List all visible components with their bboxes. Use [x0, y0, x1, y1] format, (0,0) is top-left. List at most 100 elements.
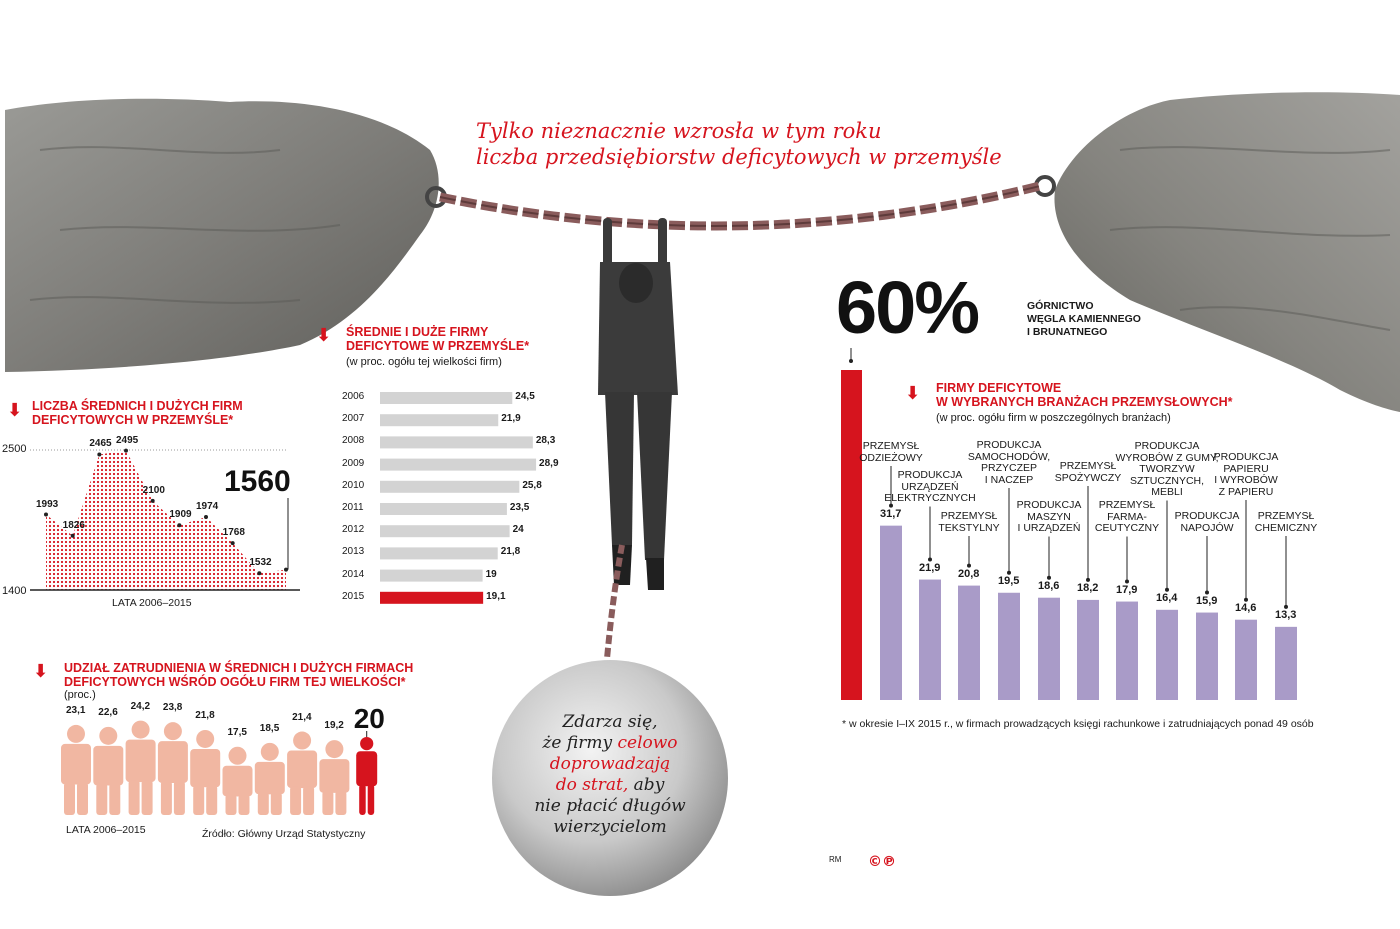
ind-category-7-line2: FARMA- [1107, 510, 1147, 523]
ind-category-5-line1: PRODUKCJA [1016, 499, 1082, 511]
area-chart-title-line2: DEFICYTOWYCH W PRZEMYŚLE* [32, 413, 234, 427]
people-figure-5 [190, 729, 221, 815]
ind-category-8-line4: SZTUCZNYCH, [1129, 474, 1205, 487]
ind-category-5: PRODUKCJA MASZYN I URZĄDZEŃ [989, 499, 1109, 535]
ball-quote-line2-red: celowo [617, 733, 678, 753]
ind-bar-10 [1235, 619, 1257, 700]
area-chart-ytick-top: 2500 [2, 443, 27, 455]
hbar-2008 [380, 436, 533, 449]
ind-category-1-line2: ODZIEŻOWY [859, 451, 923, 464]
people-figure-4 [157, 722, 188, 815]
mining-caption-line2: WĘGLA KAMIENNEGO [1027, 313, 1141, 325]
mining-caption-line1: GÓRNICTWO [1027, 300, 1094, 312]
ind-bar-11 [1275, 626, 1297, 700]
hbar-2013 [380, 547, 498, 560]
hbar-value-2006: 24,5 [515, 391, 535, 402]
hbar-value-2011: 23,5 [509, 502, 530, 513]
ind-category-8-line2: WYROBÓW Z GUMY, [1115, 451, 1219, 464]
ind-bar-2 [919, 579, 941, 700]
ind-bar-5 [1038, 597, 1060, 700]
ball-quote-line1: Zdarza się, [562, 712, 658, 732]
hbar-2015 [380, 591, 484, 604]
ball-quote: Zdarza się, że firmy celowo doprowadzają… [500, 712, 720, 838]
logo: ©℗ [868, 854, 896, 870]
ind-value-3: 20,8 [958, 567, 980, 580]
ind-category-3-line1: PRZEMYSŁ [940, 510, 998, 522]
area-value-label-2008: 2465 [89, 438, 112, 450]
ind-category-9: PRODUKCJA NAPOJÓW [1147, 510, 1267, 534]
ind-category-4-line1: PRODUKCJA [976, 439, 1042, 451]
hbar-category-2006: 2006 [342, 391, 365, 402]
source-note: Źródło: Główny Urząd Statystyczny [202, 828, 366, 840]
ind-bar-1 [880, 525, 902, 700]
people-value-9: 19,2 [324, 720, 344, 732]
ind-category-11: PRZEMYSŁ CHEMICZNY [1226, 510, 1346, 534]
people-chart-title-line2: DEFICYTOWYCH WŚRÓD OGÓŁU FIRM TEJ WIELKO… [64, 675, 406, 689]
people-value-6: 17,5 [227, 726, 247, 738]
area-value-label-2009: 2495 [116, 434, 139, 446]
hbar-2009 [380, 458, 537, 471]
ind-category-8-line3: TWORZYW [1139, 463, 1195, 475]
area-fill [46, 450, 286, 590]
hbar-category-2013: 2013 [342, 546, 365, 558]
ind-value-10: 14,6 [1235, 601, 1257, 614]
ind-chart-title-line2: W WYBRANYCH BRANŻACH PRZEMYSŁOWYCH* [936, 395, 1233, 409]
ind-category-5-line3: I URZĄDZEŃ [1017, 522, 1081, 534]
ind-category-1-line1: PRZEMYSŁ [862, 440, 920, 452]
ind-value-6: 18,2 [1077, 581, 1099, 594]
ind-category-2-line1: PRODUKCJA [897, 469, 963, 481]
hbar-2012 [380, 525, 510, 538]
ind-value-11: 13,3 [1275, 608, 1297, 621]
ball-quote-line3: doprowadzają [549, 754, 671, 774]
area-point-2010 [150, 498, 155, 503]
ind-category-6: PRZEMYSŁ SPOŻYWCZY [1028, 460, 1148, 484]
hbar-category-2007: 2007 [342, 413, 365, 425]
people-chart-subtitle: (proc.) [64, 689, 96, 701]
area-value-label-2014: 1532 [249, 557, 272, 569]
ind-category-8-line5: MEBLI [1151, 486, 1183, 498]
ind-value-8: 16,4 [1156, 591, 1178, 604]
ind-value-7: 17,9 [1116, 583, 1138, 596]
hbar-category-2008: 2008 [342, 435, 365, 447]
hbar-2007 [380, 414, 499, 427]
main-title-line1: Tylko nieznacznie wzrosła w tym roku [476, 119, 882, 143]
ball-quote-line2: że firmy [542, 733, 613, 753]
ind-value-5: 18,6 [1038, 579, 1060, 592]
hbar-value-2015: 19,1 [486, 590, 506, 602]
mining-caption-line3: I BRUNATNEGO [1027, 326, 1108, 338]
ind-category-3: PRZEMYSŁ TEKSTYLNY [909, 510, 1029, 534]
ind-category-8-line1: PRODUKCJA [1134, 440, 1200, 452]
area-value-label-2011: 1909 [169, 509, 192, 521]
people-figure-7 [254, 742, 285, 815]
area-point-2006 [44, 512, 48, 517]
ind-chart-subtitle: (w proc. ogółu firm w poszczególnych bra… [936, 412, 1171, 424]
ind-category-10-line2: PAPIERU [1223, 462, 1269, 475]
mining-caption: GÓRNICTWO WĘGLA KAMIENNEGO I BRUNATNEGO [1027, 300, 1141, 339]
area-chart-xlabel: LATA 2006–2015 [112, 597, 192, 609]
hbar-2006 [380, 392, 513, 404]
main-title-line2: liczba przedsiębiorstw deficytowych w pr… [476, 145, 1002, 169]
area-point-2012 [204, 514, 208, 519]
ind-category-10: PRODUKCJA PAPIERU I WYROBÓW Z PAPIERU [1186, 451, 1306, 498]
hbar-value-2008: 28,3 [535, 435, 556, 447]
hbar-2010 [380, 480, 520, 493]
people-value-1: 23,1 [66, 704, 86, 716]
hbar-value-2013: 21,8 [500, 546, 521, 558]
ind-category-6-line2: SPOŻYWCZY [1054, 471, 1122, 484]
area-point-2008 [97, 452, 102, 457]
ball-chain [603, 544, 625, 671]
ind-category-7-line1: PRZEMYSŁ [1098, 499, 1156, 511]
hbar-value-2009: 28,9 [539, 457, 559, 469]
people-figure-6 [222, 746, 253, 815]
ind-category-3-line2: TEKSTYLNY [938, 521, 1000, 534]
ind-bar-7 [1116, 601, 1138, 700]
area-point-2007 [70, 533, 75, 538]
left-rock [5, 98, 439, 372]
ind-category-5-line2: MASZYN [1027, 510, 1071, 523]
ind-category-11-line2: CHEMICZNY [1254, 521, 1318, 534]
ind-category-4: PRODUKCJA SAMOCHODÓW, PRZYCZEP I NACZEP [949, 439, 1069, 486]
ind-value-9: 15,9 [1196, 594, 1218, 607]
hbar-chart-title-line1: ŚREDNIE I DUŻE FIRMY [346, 325, 489, 339]
hbar-category-2012: 2012 [342, 524, 365, 536]
ind-value-1: 31,7 [880, 507, 902, 520]
